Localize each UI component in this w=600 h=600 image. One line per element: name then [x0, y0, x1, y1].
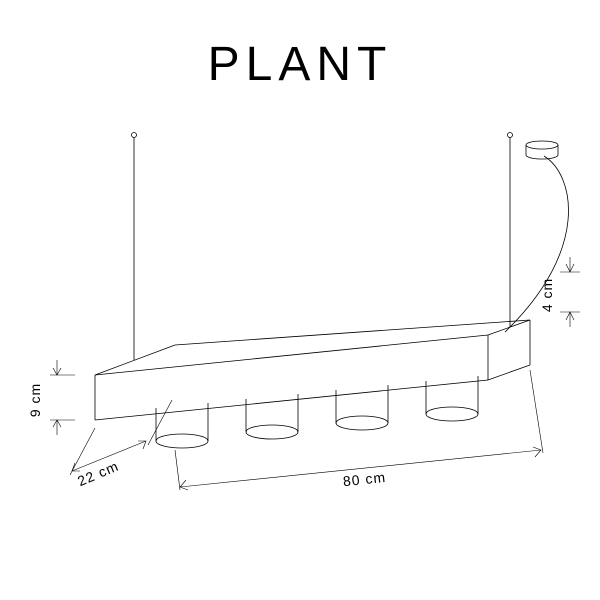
- spot-1: [156, 403, 208, 448]
- dim-depth-label: 22 cm: [75, 458, 121, 490]
- dim-canopy: 4 cm: [539, 257, 580, 327]
- suspension-cables: [132, 133, 513, 361]
- lamp-body: [95, 320, 530, 420]
- spot-4: [426, 376, 478, 421]
- ceiling-canopy: [526, 141, 558, 159]
- dim-canopy-label: 4 cm: [539, 278, 555, 312]
- spot-cylinders: [156, 376, 478, 448]
- spot-2: [246, 394, 298, 439]
- dim-height: 9 cm: [27, 360, 75, 435]
- power-cord: [505, 156, 568, 332]
- dim-height-label: 9 cm: [27, 383, 43, 417]
- spot-3: [336, 385, 388, 430]
- diagram-title: PLANT: [208, 38, 393, 91]
- dim-width-label: 80 cm: [342, 469, 387, 489]
